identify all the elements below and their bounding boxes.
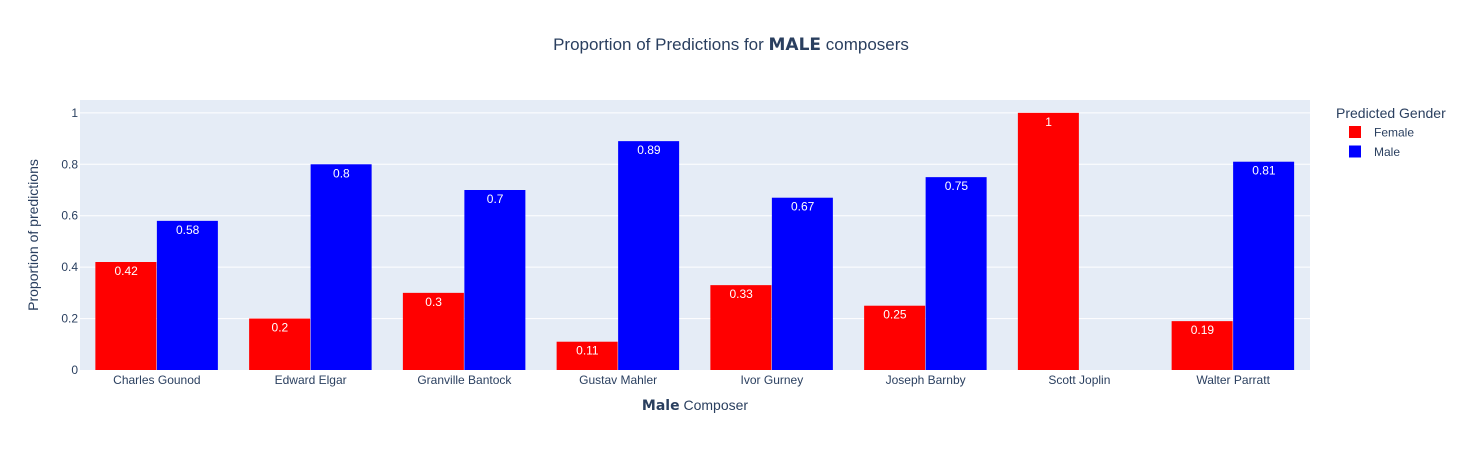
- data-label: 0.58: [176, 223, 200, 237]
- x-tick-label: Charles Gounod: [113, 373, 200, 387]
- data-label: 0.42: [114, 264, 138, 278]
- data-label: 0.33: [729, 287, 753, 301]
- legend-swatch-female[interactable]: [1349, 126, 1361, 138]
- bar-female-ivor-gurney: [710, 285, 772, 370]
- x-tick-label: Gustav Mahler: [579, 373, 657, 387]
- bar-female-walter-parratt: [1171, 321, 1233, 370]
- data-label: 0.19: [1191, 323, 1215, 337]
- legend-swatch-male[interactable]: [1349, 145, 1361, 158]
- data-label: 1: [1045, 115, 1052, 129]
- legend-item-male[interactable]: Male: [1374, 145, 1400, 159]
- data-label: 0.75: [945, 179, 969, 193]
- x-tick-label: Granville Bantock: [417, 373, 512, 387]
- bar-male-walter-parratt: [1233, 161, 1295, 370]
- data-label: 0.89: [637, 143, 661, 157]
- y-tick-label: 0.2: [61, 312, 78, 326]
- bars: [95, 112, 1295, 370]
- bar-female-edward-elgar: [249, 318, 311, 370]
- data-label: 0.25: [883, 308, 907, 322]
- bar-female-scott-joplin: [1017, 112, 1079, 370]
- chart-title: Proportion of Predictions for MALE compo…: [553, 35, 909, 55]
- bar-male-edward-elgar: [310, 164, 372, 370]
- bar-labels: 0.42 0.58 0.2 0.8 0.3 0.7 0.11 0.89 0.33 0.67 0.25…: [114, 115, 1275, 358]
- bar-male-gustav-mahler: [618, 141, 680, 370]
- data-label: 0.11: [576, 344, 599, 358]
- legend-item-female[interactable]: Female: [1374, 126, 1414, 140]
- x-tick-label: Ivor Gurney: [741, 373, 804, 387]
- bar-female-gustav-mahler: [556, 341, 618, 370]
- x-tick-label: Edward Elgar: [275, 373, 347, 387]
- y-axis-ticks: 0 0.2 0.4 0.6 0.8 1: [61, 106, 78, 377]
- y-tick-label: 0.8: [61, 157, 78, 171]
- data-label: 0.7: [487, 192, 504, 206]
- data-label: 0.3: [425, 295, 442, 309]
- data-label: 0.81: [1252, 164, 1276, 178]
- data-label: 0.8: [333, 166, 350, 180]
- y-tick-label: 0.6: [61, 209, 78, 223]
- x-tick-label: Joseph Barnby: [886, 373, 966, 387]
- x-axis-title: Male Composer: [642, 397, 748, 414]
- y-tick-label: 0: [71, 363, 78, 377]
- y-axis-title: Proportion of predictions: [25, 159, 41, 311]
- legend-title: Predicted Gender: [1336, 105, 1446, 121]
- data-label: 0.2: [272, 321, 289, 335]
- x-tick-label: Scott Joplin: [1048, 373, 1110, 387]
- x-axis-ticks: Charles Gounod Edward Elgar Granville Bant…: [113, 373, 1270, 387]
- data-label: 0.67: [791, 200, 815, 214]
- bar-female-joseph-barnby: [864, 305, 926, 370]
- bar-female-charles-gounod: [95, 262, 157, 370]
- bar-female-granville-bantock: [402, 292, 464, 370]
- legend: Predicted Gender Female Male: [1336, 105, 1446, 159]
- x-tick-label: Walter Parratt: [1196, 373, 1270, 387]
- y-tick-label: 0.4: [61, 260, 78, 274]
- bar-male-joseph-barnby: [925, 177, 987, 370]
- y-tick-label: 1: [71, 106, 78, 120]
- bar-male-charles-gounod: [156, 220, 218, 370]
- bar-male-ivor-gurney: [771, 197, 833, 370]
- bar-male-granville-bantock: [464, 190, 526, 370]
